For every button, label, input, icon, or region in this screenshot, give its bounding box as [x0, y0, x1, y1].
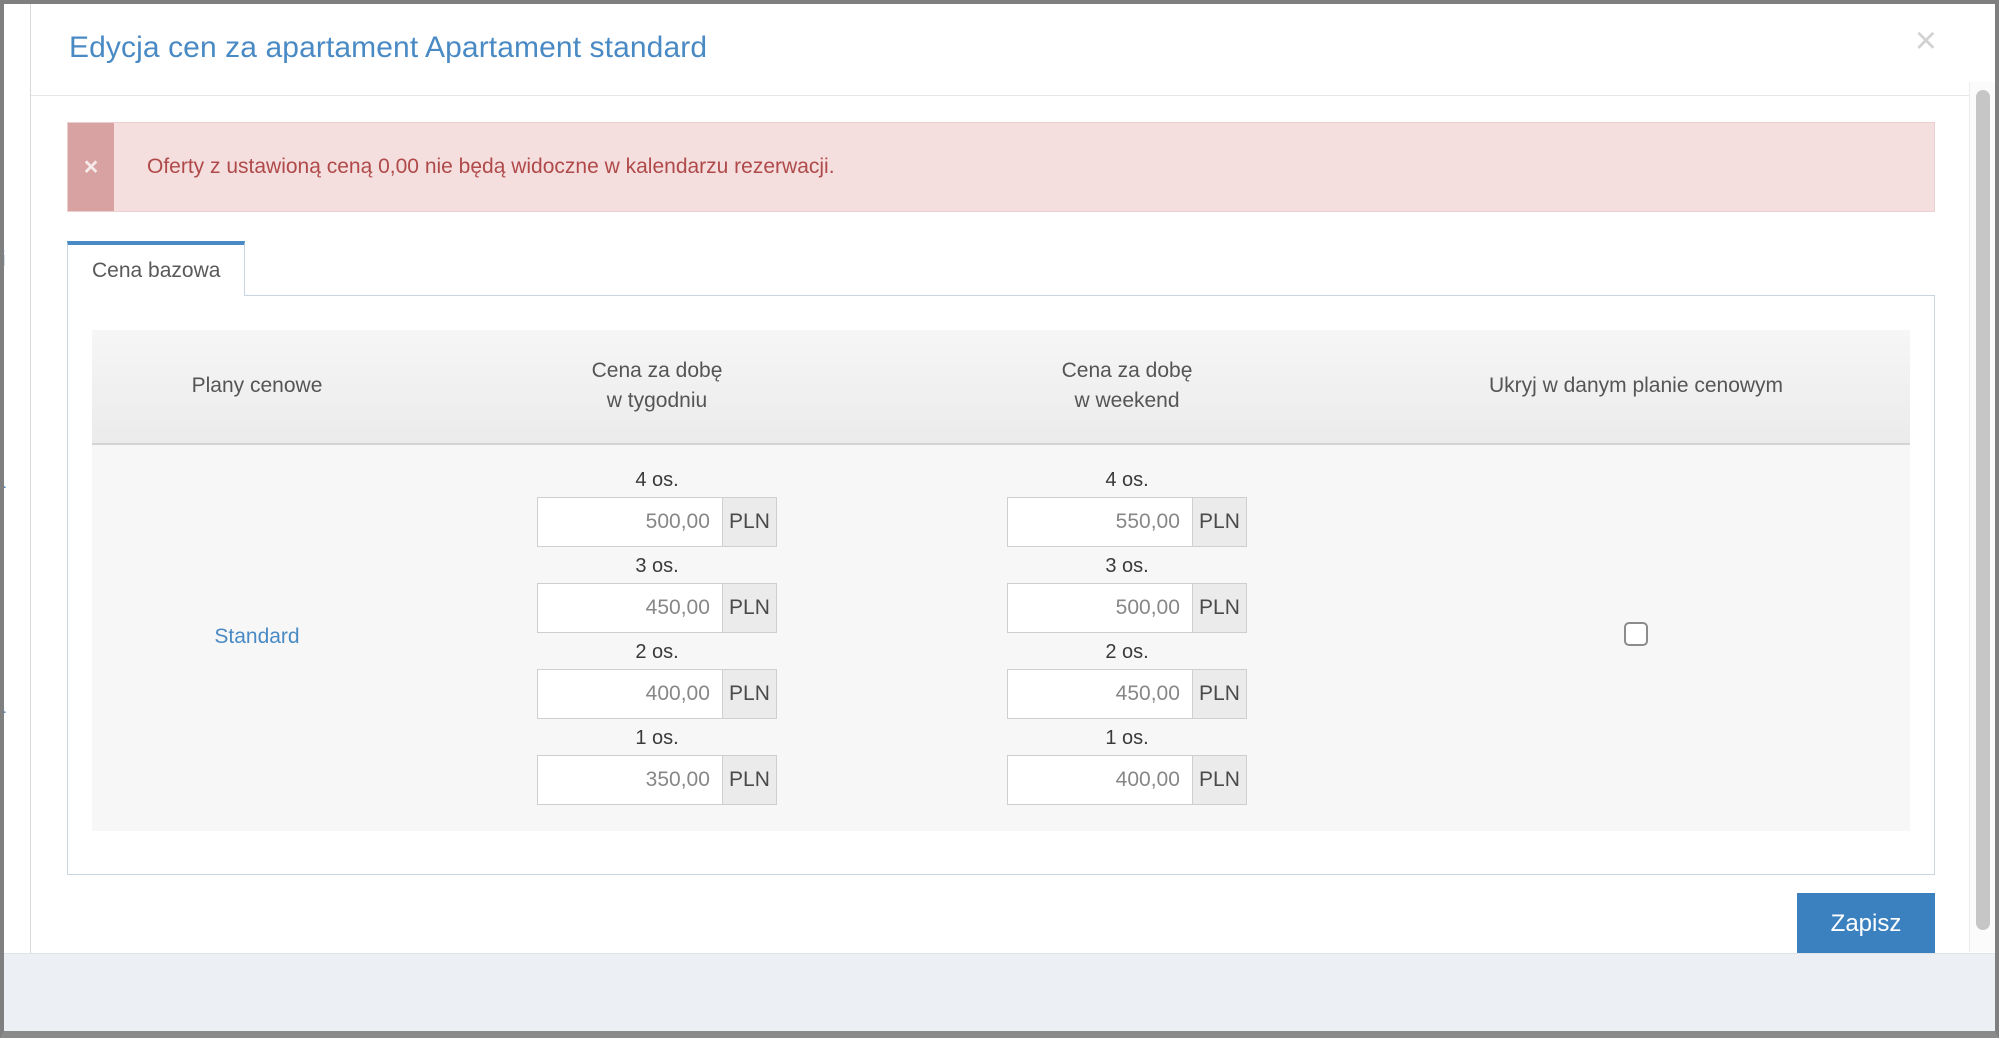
scrollbar-thumb[interactable]: [1976, 90, 1990, 930]
currency-addon: PLN: [1191, 754, 1247, 805]
table-header: Plany cenowe Cena za dobę w tygodniu Cen…: [92, 330, 1910, 445]
cell-plan-name: Standard: [92, 443, 422, 831]
modal-body: × Oferty z ustawioną ceną 0,00 nie będą …: [31, 96, 1969, 893]
price-input-group: PLN: [1007, 668, 1247, 719]
column-header-weekend-line2: w weekend: [1074, 389, 1180, 413]
save-button[interactable]: Zapisz: [1797, 893, 1935, 955]
price-input-group: PLN: [537, 582, 777, 633]
weekday-price-input-2[interactable]: [537, 668, 722, 719]
price-row-weekday-4: 4 os. PLN: [537, 469, 777, 547]
table-body: Standard 4 os. PLN: [92, 443, 1910, 831]
currency-addon: PLN: [721, 754, 777, 805]
vertical-scrollbar[interactable]: [1969, 82, 1995, 952]
weekday-price-input-4[interactable]: [537, 496, 722, 547]
column-header-weekday-line1: Cena za dobę: [591, 359, 723, 382]
price-row-weekend-3: 3 os. PLN: [1007, 555, 1247, 633]
weekend-price-input-3[interactable]: [1007, 582, 1192, 633]
occupancy-label: 1 os.: [635, 726, 679, 749]
occupancy-label: 3 os.: [1105, 554, 1149, 577]
price-row-weekday-1: 1 os. PLN: [537, 727, 777, 805]
occupancy-label: 2 os.: [635, 640, 679, 663]
background-page-strip: ri a a: [0, 0, 30, 1038]
cell-weekend-prices: 4 os. PLN 3 os.: [892, 443, 1362, 831]
cell-weekday-prices: 4 os. PLN 3 os.: [422, 443, 892, 831]
column-header-weekend: Cena za dobę w weekend: [892, 330, 1362, 445]
price-input-group: PLN: [537, 668, 777, 719]
currency-addon: PLN: [1191, 668, 1247, 719]
weekend-price-input-2[interactable]: [1007, 668, 1192, 719]
price-input-group: PLN: [1007, 582, 1247, 633]
occupancy-label: 2 os.: [1105, 640, 1149, 663]
plan-link-standard[interactable]: Standard: [214, 624, 300, 648]
alert-close-icon[interactable]: ×: [68, 123, 114, 211]
occupancy-label: 4 os.: [635, 468, 679, 491]
weekday-price-input-1[interactable]: [537, 754, 722, 805]
tab-cena-bazowa[interactable]: Cena bazowa: [67, 241, 246, 296]
column-header-hide: Ukryj w danym planie cenowym: [1362, 330, 1910, 445]
weekday-price-input-3[interactable]: [537, 582, 722, 633]
currency-addon: PLN: [721, 582, 777, 633]
table-header-row: Plany cenowe Cena za dobę w tygodniu Cen…: [92, 330, 1910, 445]
price-input-group: PLN: [1007, 496, 1247, 547]
price-input-group: PLN: [537, 754, 777, 805]
column-header-plans: Plany cenowe: [92, 330, 422, 445]
weekend-price-input-4[interactable]: [1007, 496, 1192, 547]
warning-alert: × Oferty z ustawioną ceną 0,00 nie będą …: [67, 122, 1935, 212]
price-row-weekday-3: 3 os. PLN: [537, 555, 777, 633]
price-input-group: PLN: [537, 496, 777, 547]
price-row-weekend-1: 1 os. PLN: [1007, 727, 1247, 805]
tab-panel-cena-bazowa: Plany cenowe Cena za dobę w tygodniu Cen…: [67, 295, 1935, 875]
price-row-weekend-2: 2 os. PLN: [1007, 641, 1247, 719]
column-header-weekend-line1: Cena za dobę: [1061, 359, 1193, 382]
price-row-weekday-2: 2 os. PLN: [537, 641, 777, 719]
currency-addon: PLN: [1191, 496, 1247, 547]
weekend-price-input-1[interactable]: [1007, 754, 1192, 805]
alert-message: Oferty z ustawioną ceną 0,00 nie będą wi…: [147, 155, 835, 178]
weekend-price-stack: 4 os. PLN 3 os.: [902, 469, 1352, 805]
edit-prices-modal: Edycja cen za apartament Apartament stan…: [30, 0, 1969, 985]
tab-bar: Cena bazowa: [67, 240, 1935, 296]
currency-addon: PLN: [721, 668, 777, 719]
price-input-group: PLN: [1007, 754, 1247, 805]
table-row: Standard 4 os. PLN: [92, 443, 1910, 831]
background-text-fragment: ri: [0, 248, 6, 271]
column-header-weekday-line2: w tygodniu: [606, 389, 708, 413]
occupancy-label: 3 os.: [635, 554, 679, 577]
cell-hide-checkbox: [1362, 443, 1910, 831]
column-header-weekday: Cena za dobę w tygodniu: [422, 330, 892, 445]
currency-addon: PLN: [721, 496, 777, 547]
close-icon[interactable]: ×: [1914, 20, 1937, 62]
page-title: Edycja cen za apartament Apartament stan…: [69, 30, 708, 64]
background-text-fragment: a: [0, 470, 6, 494]
weekday-price-stack: 4 os. PLN 3 os.: [432, 469, 882, 805]
background-text-fragment: a: [0, 695, 6, 719]
occupancy-label: 4 os.: [1105, 468, 1149, 491]
page-footer-bar: [4, 953, 1995, 1031]
price-plans-table: Plany cenowe Cena za dobę w tygodniu Cen…: [92, 330, 1910, 831]
price-row-weekend-4: 4 os. PLN: [1007, 469, 1247, 547]
occupancy-label: 1 os.: [1105, 726, 1149, 749]
hide-in-plan-checkbox[interactable]: [1624, 622, 1648, 647]
currency-addon: PLN: [1191, 582, 1247, 633]
modal-header: Edycja cen za apartament Apartament stan…: [31, 0, 1969, 96]
